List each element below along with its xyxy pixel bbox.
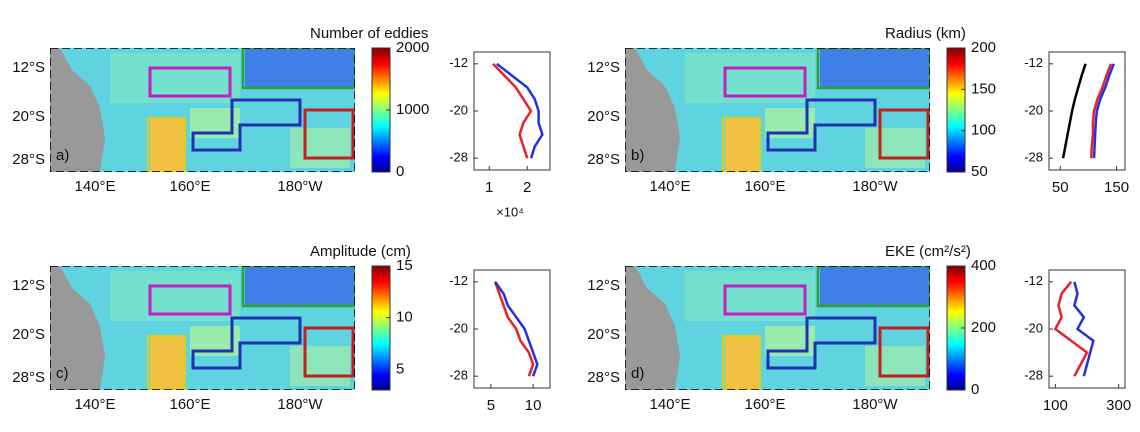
x-multiplier: ×10⁴ — [496, 204, 524, 219]
map-y-label: 20°S — [12, 108, 45, 125]
profile-line — [1089, 63, 1113, 159]
profile-line — [496, 62, 544, 159]
colorbar-tick-label: 5 — [396, 360, 404, 377]
colorbar — [946, 47, 966, 173]
panel-title: EKE (cm²/s²) — [885, 243, 971, 260]
map-x-label: 180°W — [852, 178, 898, 195]
panel: Amplitude (cm) c) 12°S 20°S 28°S 140°E 160°E 18… — [12, 243, 551, 414]
colorbar-tick-label: 200 — [971, 39, 996, 56]
colorbar-tick-label: 400 — [971, 257, 996, 274]
colorbar-tick-label: 150 — [971, 80, 996, 97]
y-tick-label: -12 — [1024, 273, 1043, 288]
map — [625, 266, 930, 390]
profile-line — [492, 62, 533, 159]
map — [50, 48, 355, 172]
y-tick-label: -12 — [1024, 55, 1043, 70]
colorbar — [371, 265, 391, 391]
panel-title: Radius (km) — [885, 25, 966, 42]
colorbar-tick-label: 50 — [971, 163, 988, 180]
map-x-label: 140°E — [649, 396, 690, 413]
map-y-label: 20°S — [12, 326, 45, 343]
map-x-label: 180°W — [852, 396, 898, 413]
map-y-label: 28°S — [587, 151, 620, 168]
profile-line — [494, 281, 539, 377]
map-y-label: 20°S — [587, 108, 620, 125]
profile-line — [1053, 281, 1089, 377]
map-x-label: 140°E — [74, 396, 115, 413]
y-tick-label: -20 — [1024, 102, 1043, 117]
profile-axes — [473, 269, 551, 389]
map — [50, 266, 355, 390]
map — [625, 48, 930, 172]
y-tick-label: -20 — [449, 102, 468, 117]
y-tick-label: -20 — [449, 320, 468, 335]
map-x-label: 160°E — [744, 396, 785, 413]
panel-title: Amplitude (cm) — [310, 243, 411, 260]
colorbar-tick-label: 200 — [971, 319, 996, 336]
profile-line — [1072, 281, 1095, 377]
map-y-label: 20°S — [587, 326, 620, 343]
colorbar-tick-label: 0 — [396, 163, 404, 180]
x-tick-label: 1 — [485, 179, 493, 196]
map-y-label: 12°S — [12, 277, 45, 294]
x-tick-label: 150 — [1104, 179, 1129, 196]
colorbar-tick-label: 0 — [971, 381, 979, 398]
x-tick-label: 50 — [1052, 179, 1069, 196]
panel: EKE (cm²/s²) d) 12°S 20°S 28°S 140°E 160°E 180°… — [587, 243, 1131, 414]
panel-label: c) — [56, 365, 69, 382]
y-tick-label: -12 — [449, 273, 468, 288]
panel-label: d) — [631, 365, 644, 382]
y-tick-label: -28 — [449, 368, 468, 383]
x-tick-label: 2 — [523, 179, 531, 196]
map-x-label: 180°W — [277, 396, 323, 413]
colorbar-tick-label: 1000 — [396, 101, 429, 118]
map-x-label: 160°E — [169, 396, 210, 413]
x-tick-label: 5 — [487, 397, 495, 414]
colorbar-tick-label: 15 — [396, 257, 413, 274]
panel-title: Number of eddies — [310, 25, 428, 42]
x-tick-label: 10 — [525, 397, 542, 414]
panel: Number of eddies a) 12°S 20°S 28°S 140°E 160°E… — [12, 25, 551, 219]
profile-line — [1061, 63, 1087, 159]
profile-axes — [1048, 51, 1126, 171]
colorbar-tick-label: 2000 — [396, 39, 429, 56]
y-tick-label: -28 — [1024, 368, 1043, 383]
panel-label: b) — [631, 147, 644, 164]
panel-label: a) — [56, 147, 69, 164]
x-tick-label: 100 — [1043, 397, 1068, 414]
y-tick-label: -28 — [1024, 150, 1043, 165]
map-y-label: 28°S — [587, 369, 620, 386]
profile-line — [493, 281, 535, 377]
map-y-label: 28°S — [12, 151, 45, 168]
y-tick-label: -12 — [449, 55, 468, 70]
map-x-label: 180°W — [277, 178, 323, 195]
y-tick-label: -20 — [1024, 320, 1043, 335]
colorbar-tick-label: 100 — [971, 122, 996, 139]
colorbar-tick-label: 10 — [396, 309, 413, 326]
map-x-label: 160°E — [744, 178, 785, 195]
map-y-label: 12°S — [12, 59, 45, 76]
profile-line — [1092, 63, 1115, 159]
map-y-label: 12°S — [587, 59, 620, 76]
map-y-label: 12°S — [587, 277, 620, 294]
map-x-label: 140°E — [74, 178, 115, 195]
map-x-label: 140°E — [649, 178, 690, 195]
map-y-label: 28°S — [12, 369, 45, 386]
map-x-label: 160°E — [169, 178, 210, 195]
profile-axes — [1048, 269, 1126, 389]
x-tick-label: 300 — [1106, 397, 1131, 414]
panel: Radius (km) b) 12°S 20°S 28°S 140°E 160°E 180°W… — [587, 25, 1129, 196]
y-tick-label: -28 — [449, 150, 468, 165]
